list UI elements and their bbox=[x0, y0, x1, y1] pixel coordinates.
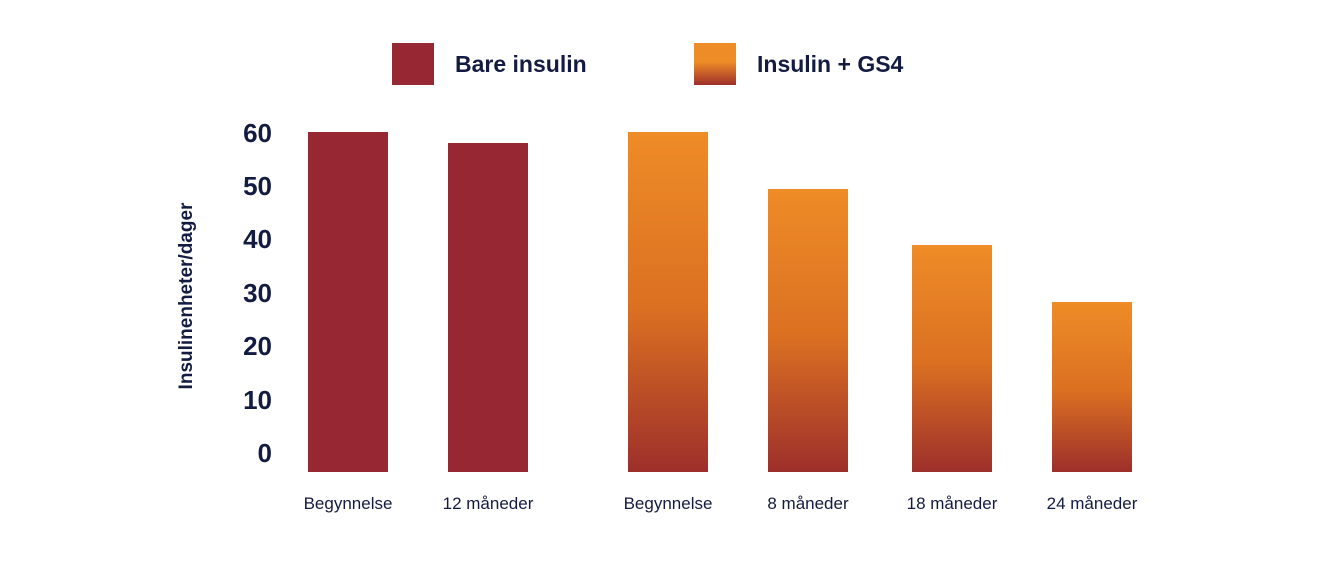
x-axis-label: 18 måneder bbox=[906, 494, 998, 513]
y-axis-title: Insulinenheter/dager bbox=[176, 202, 197, 390]
bar-bare-insulin-0 bbox=[308, 132, 388, 472]
y-tick-label: 0 bbox=[257, 438, 272, 468]
y-tick-label: 40 bbox=[243, 224, 272, 255]
bar-insulin-gs4-3 bbox=[768, 189, 848, 472]
x-axis-label: 12 måneder bbox=[442, 494, 534, 513]
x-axis-label: 24 måneder bbox=[1046, 494, 1138, 513]
y-tick-label: 10 bbox=[243, 384, 272, 415]
legend-swatch-bare-insulin bbox=[392, 43, 434, 85]
legend-label-bare-insulin: Bare insulin bbox=[455, 50, 587, 77]
bar-bare-insulin-1 bbox=[448, 143, 528, 472]
x-axis-label: 8 måneder bbox=[767, 494, 849, 513]
legend-item-bare-insulin: Bare insulin bbox=[392, 43, 587, 85]
bar-insulin-gs4-4 bbox=[912, 245, 992, 472]
legend-item-insulin-gs4: Insulin + GS4 bbox=[694, 43, 903, 85]
legend-label-insulin-gs4: Insulin + GS4 bbox=[757, 50, 904, 77]
y-tick-label: 50 bbox=[243, 171, 272, 201]
y-tick-label: 30 bbox=[243, 277, 272, 308]
bar-insulin-gs4-5 bbox=[1052, 302, 1132, 472]
x-axis-label: Begynnelse bbox=[623, 494, 713, 513]
y-tick-label: 20 bbox=[243, 331, 272, 362]
legend-swatch-insulin-gs4 bbox=[694, 43, 736, 85]
bar-insulin-gs4-2 bbox=[628, 132, 708, 472]
x-axis-label: Begynnelse bbox=[303, 494, 393, 513]
y-tick-label: 60 bbox=[243, 117, 272, 148]
